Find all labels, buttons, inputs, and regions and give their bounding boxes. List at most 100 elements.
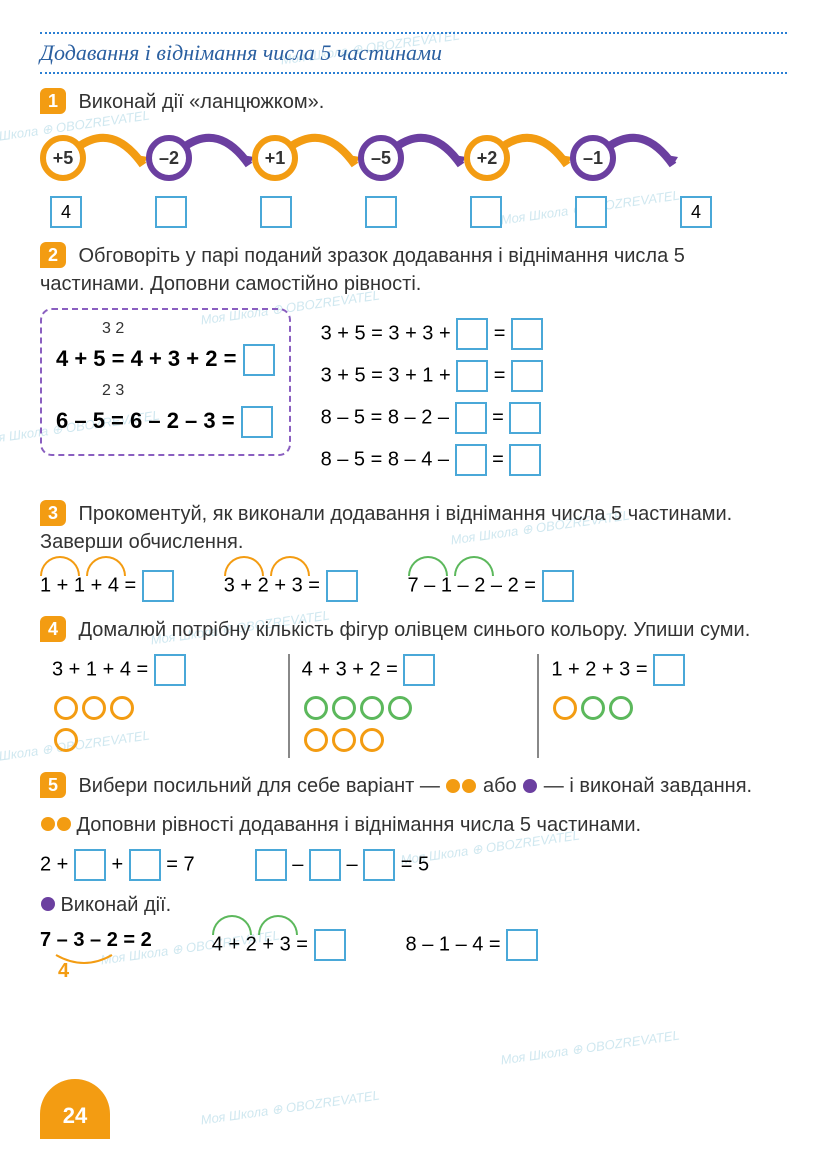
answer-box[interactable] bbox=[154, 654, 186, 686]
answer-box[interactable] bbox=[326, 570, 358, 602]
equation: 1 + 1 + 4 = bbox=[40, 570, 174, 602]
chain-arrow bbox=[86, 143, 146, 173]
worked-example: 7 – 3 – 2 = 2 4 bbox=[40, 929, 152, 961]
task-5-sub1-equations: 2 + + = 7 – – = 5 bbox=[40, 849, 787, 881]
chain-box[interactable] bbox=[365, 196, 397, 228]
chain-arrow bbox=[510, 143, 570, 173]
task-5-sub1-text: Доповни рівності додавання і віднімання … bbox=[76, 814, 641, 836]
circle-shape bbox=[304, 696, 328, 720]
task-3-number: 3 bbox=[40, 500, 66, 526]
split-numbers: 2 3 bbox=[102, 382, 321, 400]
task-2-number: 2 bbox=[40, 242, 66, 268]
eq-text: + bbox=[111, 853, 123, 875]
circle-shape bbox=[581, 696, 605, 720]
eq-text: 2 + bbox=[40, 853, 68, 875]
chain-box[interactable] bbox=[470, 196, 502, 228]
chain-box[interactable] bbox=[575, 196, 607, 228]
task-1-number: 1 bbox=[40, 88, 66, 114]
two-dots-marker bbox=[445, 773, 477, 801]
task-5: 5 Вибери посильний для себе варіант — аб… bbox=[40, 772, 787, 961]
equation-line: 3 + 5 = 3 + 3 + = bbox=[321, 318, 543, 350]
chain-box[interactable] bbox=[260, 196, 292, 228]
answer-box[interactable] bbox=[511, 318, 543, 350]
task4-column: 1 + 2 + 3 = bbox=[539, 654, 787, 758]
task-4: 4 Домалюй потрібну кількість фігур олівц… bbox=[40, 616, 787, 758]
equation-list: 3 + 5 = 3 + 3 + = 3 + 5 = 3 + 1 + = 8 – … bbox=[321, 308, 543, 486]
eq-text: = 5 bbox=[401, 853, 429, 875]
task-1-text: Виконай дії «ланцюжком». bbox=[78, 91, 324, 113]
equation: 7 – 1 – 2 – 2 = bbox=[408, 570, 574, 602]
eq-text: 8 – 1 – 4 = bbox=[406, 933, 501, 955]
task-4-text: Домалюй потрібну кількість фігур олівцем… bbox=[78, 619, 750, 641]
answer-box[interactable] bbox=[456, 360, 488, 392]
answer-box[interactable] bbox=[241, 406, 273, 438]
eq-text: – bbox=[292, 853, 303, 875]
page-title: Додавання і віднімання числа 5 частинами bbox=[40, 40, 787, 66]
eq-text: 4 + 2 + 3 = bbox=[212, 933, 308, 955]
split-numbers: 3 2 bbox=[102, 320, 321, 338]
task-5-sub2-equations: 7 – 3 – 2 = 2 4 4 + 2 + 3 = 8 – 1 – 4 = bbox=[40, 929, 787, 961]
equation-line: 3 + 5 = 3 + 1 + = bbox=[321, 360, 543, 392]
answer-box[interactable] bbox=[653, 654, 685, 686]
answer-box[interactable] bbox=[403, 654, 435, 686]
circle-shape bbox=[304, 728, 328, 752]
circle-shape bbox=[360, 728, 384, 752]
example-eq: 6 – 5 = 6 – 2 – 3 = bbox=[56, 408, 235, 433]
answer-box[interactable] bbox=[455, 444, 487, 476]
chain-arrow bbox=[404, 143, 464, 173]
answer-box[interactable] bbox=[542, 570, 574, 602]
task-3-text: Прокоментуй, як виконали додавання і від… bbox=[40, 503, 732, 553]
task-5-text: Вибери посильний для себе варіант — або … bbox=[78, 775, 752, 797]
dotted-line-top bbox=[40, 32, 787, 34]
example-eq: 4 + 5 = 4 + 3 + 2 = bbox=[56, 346, 236, 371]
circle-shape bbox=[609, 696, 633, 720]
circle-shape bbox=[360, 696, 384, 720]
eq-text: = 7 bbox=[166, 853, 194, 875]
chain-end-box[interactable]: 4 bbox=[680, 196, 712, 228]
chain-start-box[interactable]: 4 bbox=[50, 196, 82, 228]
answer-box[interactable] bbox=[142, 570, 174, 602]
one-dot-marker bbox=[522, 773, 538, 801]
answer-box[interactable] bbox=[455, 402, 487, 434]
answer-box[interactable] bbox=[509, 444, 541, 476]
task-4-number: 4 bbox=[40, 616, 66, 642]
task4-column: 3 + 1 + 4 = bbox=[40, 654, 290, 758]
chain-result-boxes: 4 4 bbox=[50, 196, 787, 228]
equation-line: 8 – 5 = 8 – 4 – = bbox=[321, 444, 543, 476]
answer-box[interactable] bbox=[74, 849, 106, 881]
circle-shape bbox=[110, 696, 134, 720]
one-dot-icon bbox=[40, 897, 56, 916]
task-3: 3 Прокоментуй, як виконали додавання і в… bbox=[40, 500, 787, 602]
answer-box[interactable] bbox=[456, 318, 488, 350]
chain-arrow bbox=[192, 143, 252, 173]
task-3-equations: 1 + 1 + 4 = 3 + 2 + 3 = 7 – 1 – 2 – 2 = bbox=[40, 570, 787, 602]
answer-box[interactable] bbox=[363, 849, 395, 881]
answer-box[interactable] bbox=[243, 344, 275, 376]
circle-shape bbox=[388, 696, 412, 720]
answer-box[interactable] bbox=[314, 929, 346, 961]
task-5-number: 5 bbox=[40, 772, 66, 798]
answer-box[interactable] bbox=[506, 929, 538, 961]
answer-box[interactable] bbox=[255, 849, 287, 881]
task-4-columns: 3 + 1 + 4 = 4 + 3 + 2 = 1 + 2 + 3 = bbox=[40, 654, 787, 758]
example-box: 3 2 4 + 5 = 4 + 3 + 2 = 2 3 6 – 5 = 6 – … bbox=[40, 308, 291, 456]
chain-box[interactable] bbox=[155, 196, 187, 228]
circle-shape bbox=[332, 728, 356, 752]
dotted-line-bottom bbox=[40, 72, 787, 74]
chain-arrow bbox=[298, 143, 358, 173]
task-5-sub2-text: Виконай дії. bbox=[60, 894, 171, 916]
two-dots-icon bbox=[40, 817, 72, 836]
answer-box[interactable] bbox=[511, 360, 543, 392]
chain-arrow bbox=[616, 143, 676, 173]
task4-column: 4 + 3 + 2 = bbox=[290, 654, 540, 758]
task-2: 2 Обговоріть у парі поданий зразок додав… bbox=[40, 242, 787, 486]
answer-box[interactable] bbox=[129, 849, 161, 881]
answer-box[interactable] bbox=[509, 402, 541, 434]
circle-shape bbox=[54, 696, 78, 720]
chain-diagram: +5–2+1–5+2–1 bbox=[40, 128, 787, 188]
circle-shape bbox=[82, 696, 106, 720]
circle-shape bbox=[553, 696, 577, 720]
eq-text: – bbox=[346, 853, 357, 875]
circle-shape bbox=[54, 728, 78, 752]
answer-box[interactable] bbox=[309, 849, 341, 881]
